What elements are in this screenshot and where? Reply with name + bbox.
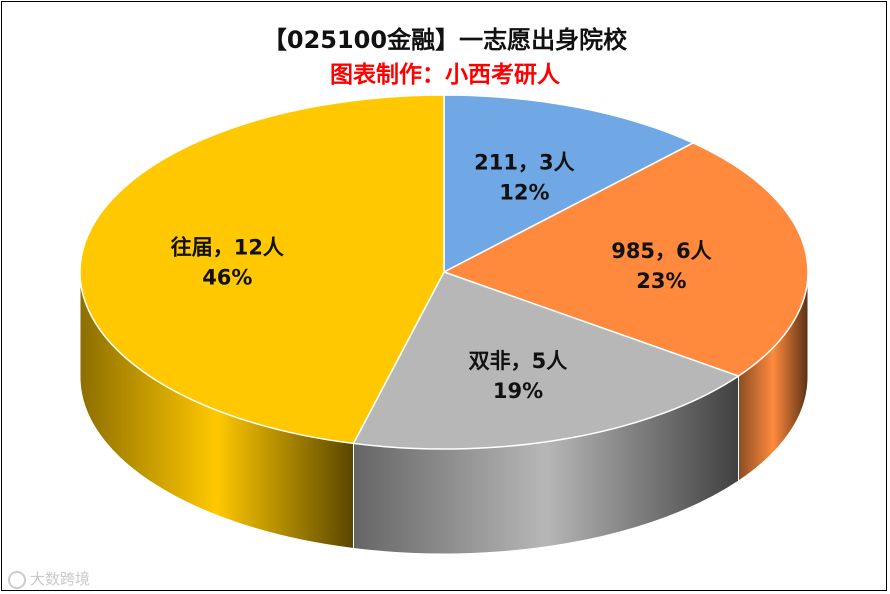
slice-percent-1: 23% bbox=[636, 269, 686, 293]
slice-3 bbox=[79, 94, 445, 445]
pie-tops bbox=[79, 94, 809, 450]
watermark-text: 大数跨境 bbox=[30, 570, 91, 588]
slice-label-2: 双非，5人 bbox=[469, 349, 568, 373]
slice-label-0: 211，3人 bbox=[474, 150, 574, 174]
slice-2 bbox=[352, 271, 741, 450]
slice-1 bbox=[442, 142, 809, 377]
slice-percent-0: 12% bbox=[499, 180, 549, 204]
slice-0 bbox=[443, 94, 695, 274]
pie-labels: 211，3人 12% 985，6人 23% 双非，5人 19% 往届，12人 46% bbox=[171, 150, 712, 403]
slice-percent-2: 19% bbox=[493, 379, 543, 403]
chart-subtitle: 图表制作：小西考研人 bbox=[330, 62, 560, 88]
watermark: 大数跨境 bbox=[8, 568, 90, 589]
slice-label-3: 往届，12人 bbox=[171, 236, 284, 260]
slice-label-1: 985，6人 bbox=[611, 239, 711, 263]
chart-title: 【025100金融】一志愿出身院校 bbox=[262, 26, 628, 54]
slice-percent-3: 46% bbox=[202, 266, 252, 290]
watermark-icon bbox=[8, 570, 26, 589]
